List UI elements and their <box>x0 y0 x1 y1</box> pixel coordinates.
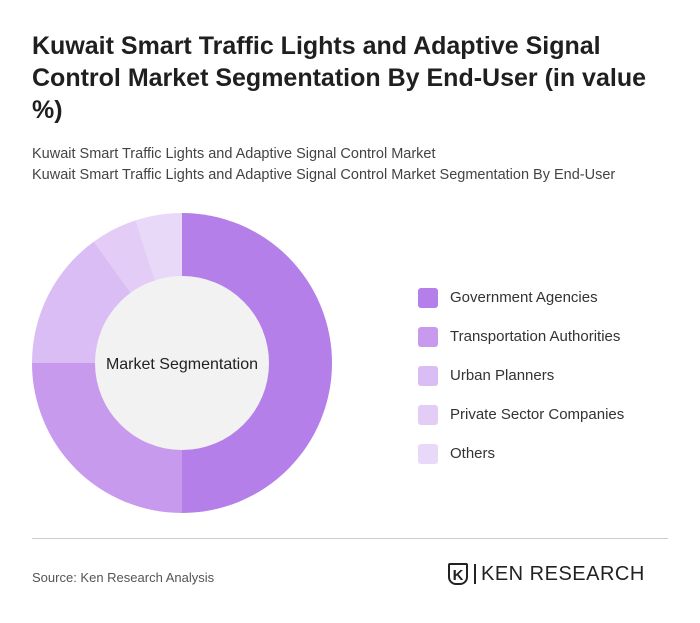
legend-label: Private Sector Companies <box>450 406 625 423</box>
legend-swatch <box>418 404 438 425</box>
donut-center <box>95 276 269 450</box>
subtitle-1: Kuwait Smart Traffic Lights and Adaptive… <box>32 146 436 162</box>
divider <box>32 538 668 539</box>
legend: Government Agencies Transportation Autho… <box>418 278 624 473</box>
chart-title: Kuwait Smart Traffic Lights and Adaptive… <box>32 32 646 124</box>
center-label: Market Segmentation <box>106 356 258 373</box>
legend-label: Transportation Authorities <box>450 328 621 345</box>
legend-item: Private Sector Companies <box>418 395 624 434</box>
legend-item: Urban Planners <box>418 356 624 395</box>
legend-label: Government Agencies <box>450 289 598 306</box>
legend-swatch <box>418 326 438 347</box>
source-note: Source: Ken Research Analysis <box>32 570 215 585</box>
ken-research-logo: K KEN RESEARCH <box>448 563 645 585</box>
legend-swatch <box>418 287 438 308</box>
legend-item: Others <box>418 434 624 473</box>
legend-swatch <box>418 365 438 386</box>
legend-swatch <box>418 443 438 464</box>
logo-text: KEN RESEARCH <box>474 564 645 584</box>
legend-label: Others <box>450 445 496 462</box>
legend-label: Urban Planners <box>450 367 555 384</box>
legend-item: Transportation Authorities <box>418 317 624 356</box>
legend-item: Government Agencies <box>418 278 624 317</box>
subtitle-2: Kuwait Smart Traffic Lights and Adaptive… <box>32 167 616 183</box>
logo-k-icon: K <box>448 563 468 585</box>
